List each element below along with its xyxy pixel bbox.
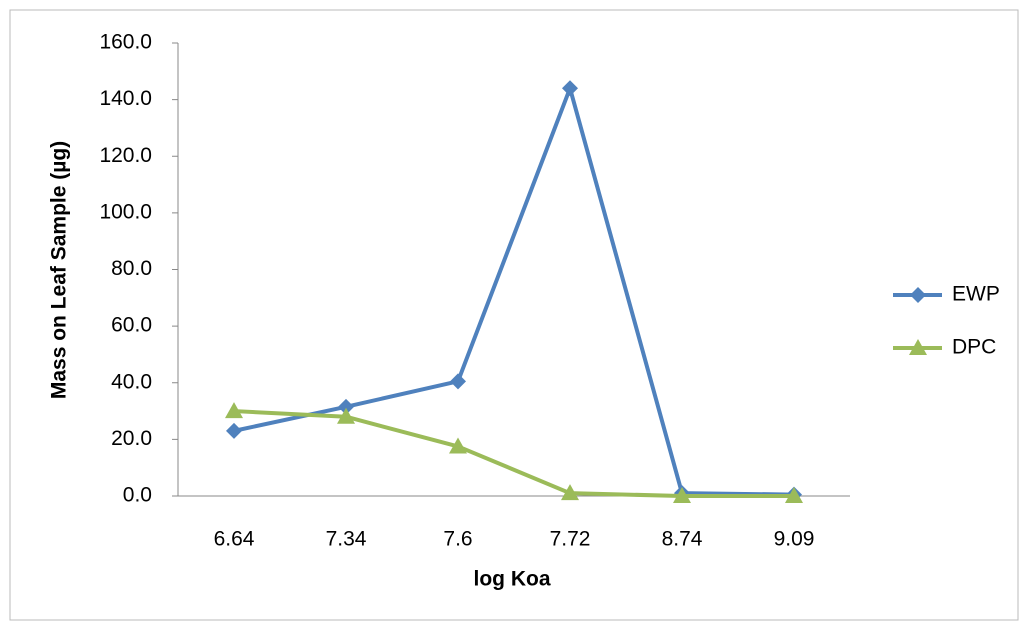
y-axis-title: Mass on Leaf Sample (µg) [48,141,71,399]
y-tick-label: 160.0 [99,31,152,54]
legend-marker [909,339,927,355]
x-axis-title: log Koa [474,568,551,591]
y-tick-label: 100.0 [99,200,152,223]
y-tick-label: 80.0 [111,257,152,280]
series-line [233,409,794,498]
data-point [338,398,354,415]
data-point [225,402,243,419]
x-tick-label: 7.72 [550,528,591,551]
data-point [449,437,467,454]
legend-label: EWP [952,283,1000,306]
legend-marker [910,287,926,303]
x-tick-label: 7.34 [326,528,367,551]
data-point [785,487,803,503]
x-tick-label: 8.74 [662,528,703,551]
data-point [450,373,466,390]
legend-label: DPC [952,336,996,359]
data-point [562,80,578,97]
x-tick-label: 9.09 [774,528,815,551]
y-tick-label: 20.0 [111,427,152,450]
x-tick-label: 6.64 [214,528,255,551]
x-tick-label: 7.6 [443,528,472,551]
data-point [673,487,691,503]
y-tick-label: 140.0 [99,87,152,110]
y-tick-label: 120.0 [99,144,152,167]
data-point [561,484,579,501]
y-tick-label: 40.0 [111,370,152,393]
data-point [226,422,242,439]
y-tick-label: 0.0 [123,484,152,507]
data-point [337,407,355,424]
series-line [233,86,795,497]
chart-border [9,9,1019,621]
y-tick-label: 60.0 [111,314,152,337]
